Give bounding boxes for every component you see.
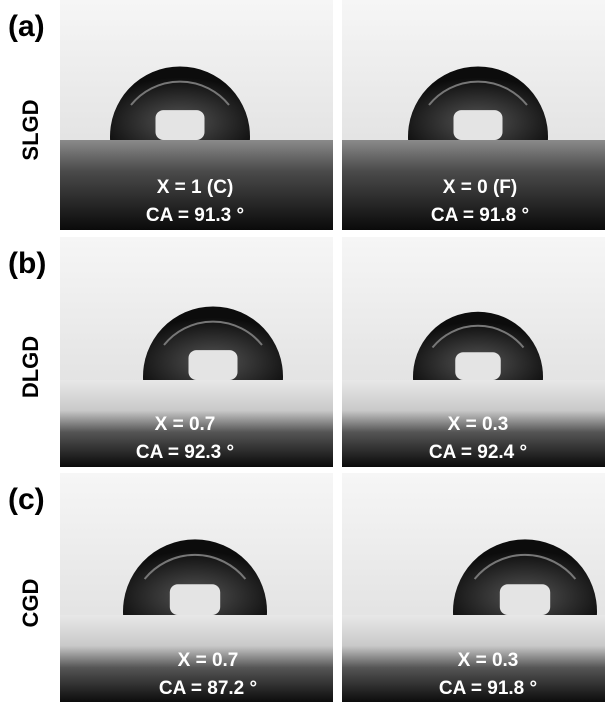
ca-label: CA = 91.8 ° bbox=[439, 678, 537, 699]
row-label: SLGD bbox=[18, 99, 43, 160]
photo-panel: X = 0.3 CA = 91.8 ° bbox=[342, 473, 605, 702]
row-label: CGD bbox=[18, 579, 43, 628]
page: X = 1 (C) CA = 91.3 ° X = 0 (F) CA = 91.8 °… bbox=[0, 0, 605, 702]
x-label: X = 0.7 bbox=[155, 414, 216, 435]
row-label: DLGD bbox=[18, 336, 43, 398]
x-label: X = 0.3 bbox=[458, 650, 519, 671]
x-label: X = 0 (F) bbox=[443, 177, 517, 198]
highlight bbox=[455, 352, 501, 380]
photo-panel: X = 0.3 CA = 92.4 ° bbox=[342, 237, 605, 467]
photo-panel: X = 0.7 CA = 92.3 ° bbox=[60, 237, 333, 467]
highlight bbox=[170, 584, 220, 615]
x-label: X = 1 (C) bbox=[157, 177, 234, 198]
highlight bbox=[454, 110, 503, 140]
panel-label: (b) bbox=[8, 247, 46, 280]
panel-label: (c) bbox=[8, 483, 45, 516]
figure: X = 1 (C) CA = 91.3 ° X = 0 (F) CA = 91.8 °… bbox=[0, 0, 605, 702]
highlight bbox=[500, 584, 550, 615]
x-label: X = 0.3 bbox=[448, 414, 509, 435]
ca-label: CA = 92.3 ° bbox=[136, 442, 234, 463]
x-label: X = 0.7 bbox=[178, 650, 239, 671]
photo-panel: X = 0.7 CA = 87.2 ° bbox=[60, 473, 333, 702]
panel-label: (a) bbox=[8, 10, 45, 43]
photo-panel: X = 1 (C) CA = 91.3 ° bbox=[60, 0, 333, 230]
photo-panel: X = 0 (F) CA = 91.8 ° bbox=[342, 0, 605, 230]
ca-label: CA = 92.4 ° bbox=[429, 442, 527, 463]
highlight bbox=[189, 350, 238, 380]
highlight bbox=[156, 110, 205, 140]
ca-label: CA = 87.2 ° bbox=[159, 678, 257, 699]
ca-label: CA = 91.3 ° bbox=[146, 205, 244, 226]
ca-label: CA = 91.8 ° bbox=[431, 205, 529, 226]
